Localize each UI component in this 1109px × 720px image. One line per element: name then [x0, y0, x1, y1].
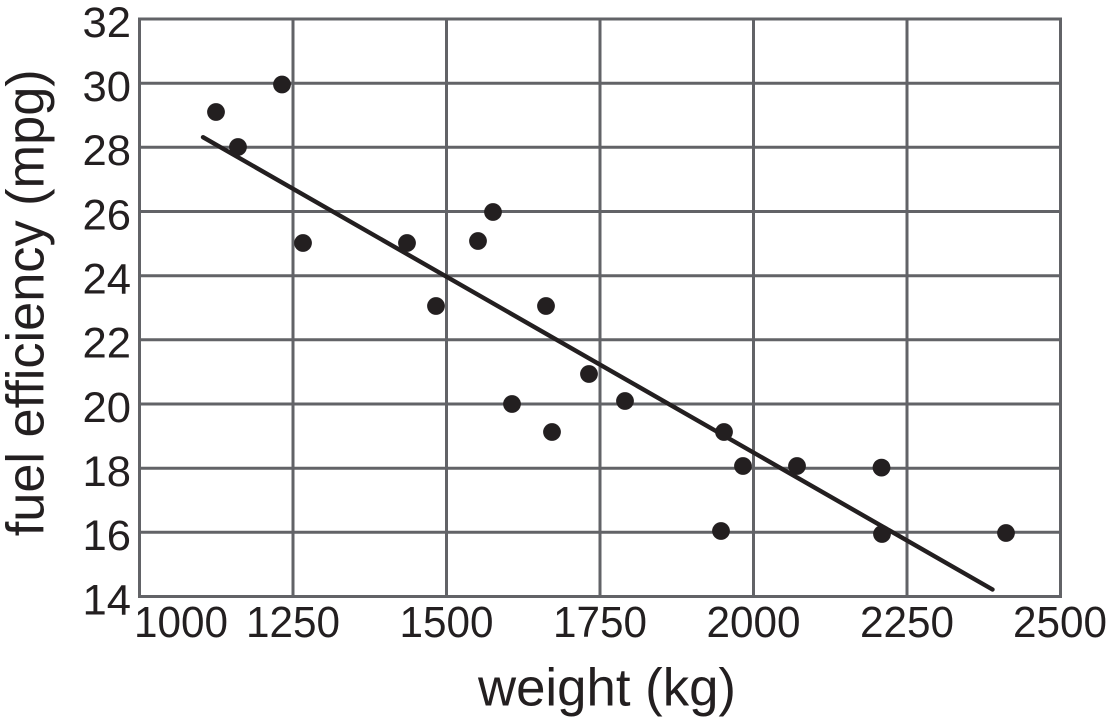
svg-text:18: 18	[83, 448, 132, 496]
svg-text:weight (kg): weight (kg)	[477, 659, 736, 718]
svg-text:2250: 2250	[860, 599, 954, 647]
svg-text:30: 30	[83, 63, 132, 111]
svg-text:32: 32	[83, 0, 132, 47]
svg-text:20: 20	[83, 384, 132, 432]
svg-text:14: 14	[83, 576, 132, 624]
svg-text:28: 28	[83, 127, 132, 175]
svg-text:1500: 1500	[400, 599, 494, 647]
svg-text:1000: 1000	[134, 599, 228, 647]
svg-text:2500: 2500	[1013, 599, 1107, 647]
svg-text:24: 24	[83, 256, 132, 304]
svg-text:fuel efficiency (mpg): fuel efficiency (mpg)	[0, 69, 56, 536]
svg-text:26: 26	[83, 191, 132, 239]
svg-text:22: 22	[83, 320, 132, 368]
svg-text:1750: 1750	[553, 599, 647, 647]
svg-text:1250: 1250	[246, 599, 340, 647]
svg-text:2000: 2000	[707, 599, 801, 647]
svg-text:16: 16	[83, 512, 132, 560]
